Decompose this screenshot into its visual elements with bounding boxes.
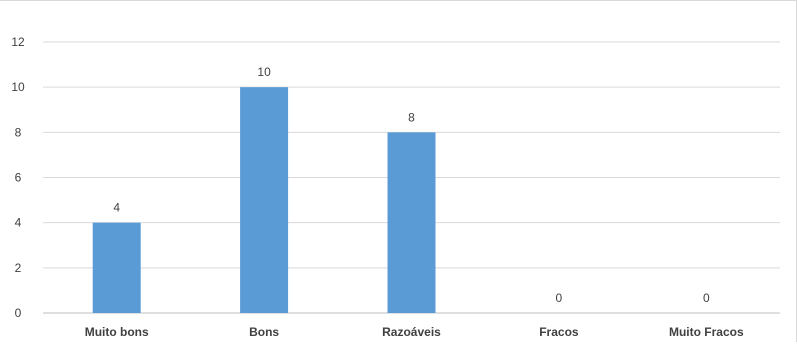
data-labels: 4 10 8 0 0 (113, 65, 710, 305)
x-tick-label: Muito Fracos (669, 325, 744, 339)
data-label: 0 (556, 291, 563, 305)
y-tick-label: 6 (15, 171, 22, 185)
y-tick-label: 0 (15, 306, 22, 320)
bar (240, 87, 289, 314)
y-tick-label: 12 (11, 35, 25, 49)
bar (92, 222, 141, 313)
bar (387, 132, 436, 313)
x-tick-label: Fracos (539, 325, 579, 339)
x-tick-label: Bons (249, 325, 279, 339)
bars (92, 87, 436, 314)
y-tick-label: 2 (15, 261, 22, 275)
data-label: 0 (703, 291, 710, 305)
x-tick-label: Muito bons (85, 325, 149, 339)
data-label: 4 (113, 201, 120, 215)
y-tick-label: 8 (15, 125, 22, 139)
data-label: 8 (408, 110, 415, 124)
x-tick-label: Razoáveis (382, 325, 441, 339)
y-tick-label: 10 (11, 80, 25, 94)
y-axis-ticks: 0 2 4 6 8 10 12 (11, 35, 25, 320)
data-label: 10 (257, 65, 271, 79)
x-axis-ticks: Muito bons Bons Razoáveis Fracos Muito Fraco… (85, 325, 744, 339)
y-tick-label: 4 (15, 216, 22, 230)
